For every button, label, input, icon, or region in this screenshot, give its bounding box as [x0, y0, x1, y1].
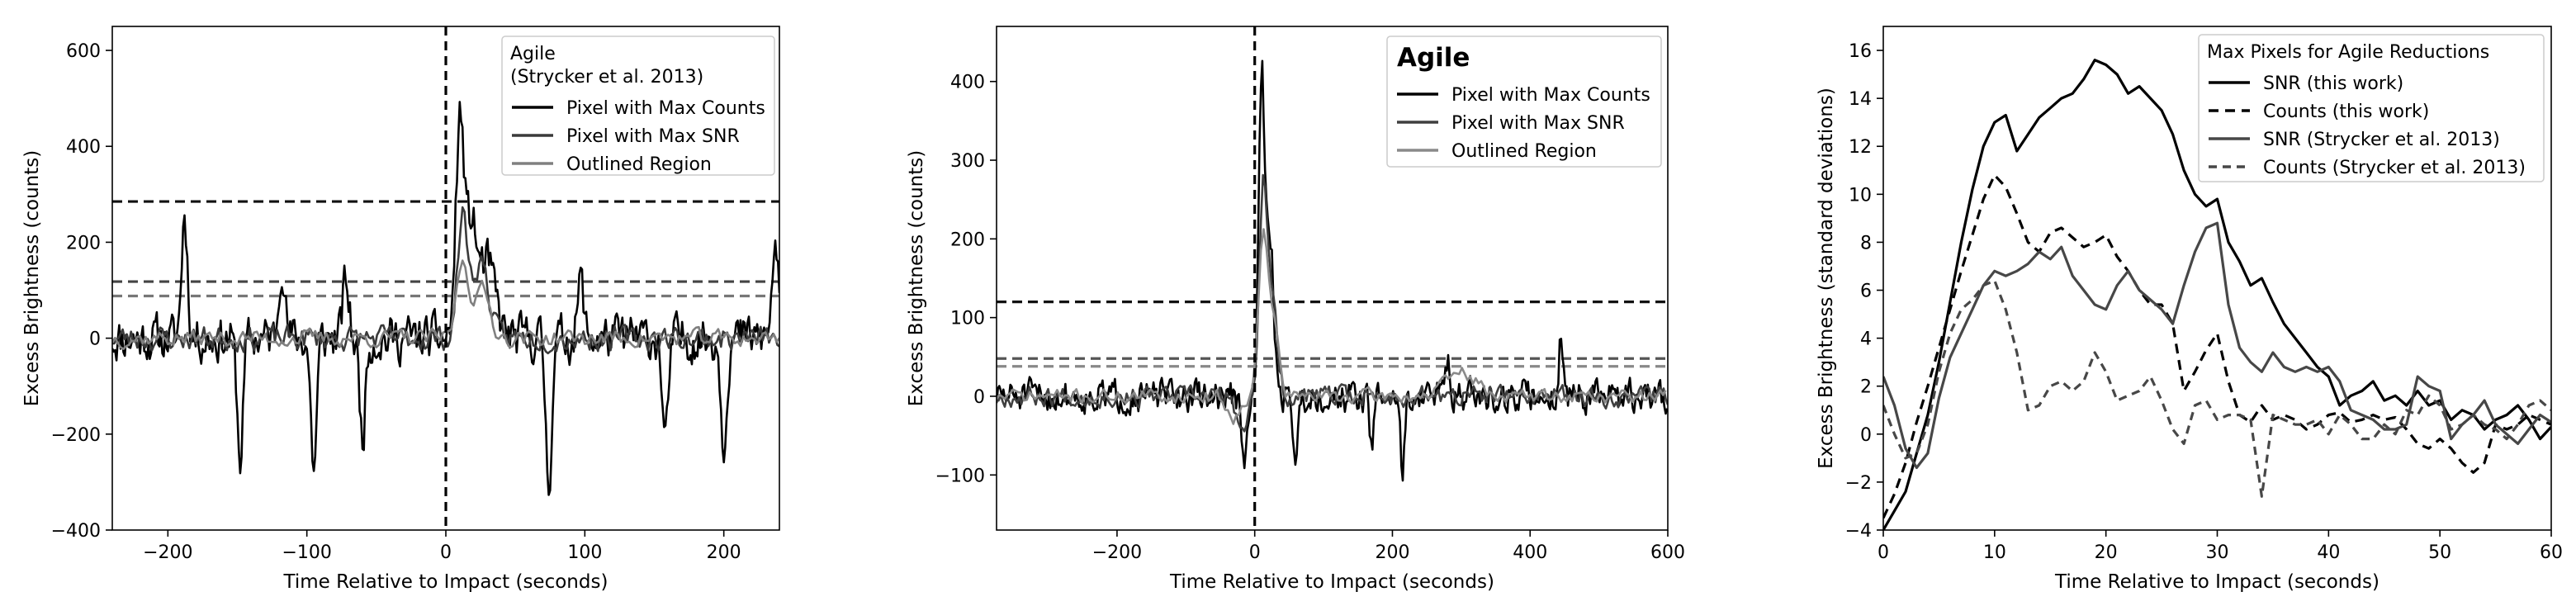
chart-agile-max-pixels-snr: 0 10 20 30 40 50 60 −4 −2 0 2 4 6 8 10 12 14 16 Time Relat… [1816, 26, 2563, 593]
legend-title: Agile [1397, 43, 1470, 73]
y-tick-label: 2 [1860, 377, 1872, 398]
y-axis-label: Excess Brightness (counts) [906, 150, 927, 406]
x-tick-label: 200 [707, 542, 741, 563]
chart-agile-counts: −200 0 200 400 600 −100 0 100 200 300 400 Time Rela… [906, 26, 1685, 593]
y-tick-label: −200 [51, 425, 101, 446]
x-tick-label: 60 [2540, 542, 2563, 563]
y-tick-label: 16 [1849, 41, 1872, 62]
x-tick-label: 100 [567, 542, 602, 563]
y-tick-label: 6 [1860, 282, 1872, 302]
y-tick-label: −100 [935, 466, 985, 486]
x-tick-label: −200 [143, 542, 192, 563]
legend: Max Pixels for Agile Reductions SNR (this… [2198, 34, 2545, 182]
series-line-0 [1883, 59, 2551, 530]
legend-entry: SNR (this work) [2263, 73, 2403, 94]
legend-entry: Pixel with Max SNR [566, 126, 740, 147]
legend-title: Max Pixels for Agile Reductions [2207, 42, 2489, 63]
x-axis-label: Time Relative to Impact (seconds) [1169, 571, 1494, 593]
plot-area [997, 26, 1668, 530]
y-tick-label: 8 [1860, 233, 1872, 253]
y-tick-label: −400 [51, 521, 101, 542]
y-tick-label: 0 [1860, 425, 1872, 446]
legend-entry: Pixel with Max SNR [1451, 113, 1625, 134]
x-axis-label: Time Relative to Impact (seconds) [2054, 571, 2379, 593]
legend-box [1386, 36, 1662, 168]
y-tick-label: 0 [89, 329, 101, 350]
series-line-1 [1883, 173, 2551, 519]
x-tick-label: −200 [1092, 542, 1142, 563]
x-tick-label: −100 [282, 542, 331, 563]
series-line-2 [997, 228, 1667, 425]
x-tick-label: 40 [2317, 542, 2340, 563]
legend-entry: Outlined Region [566, 154, 712, 175]
axes-frame [996, 26, 1669, 531]
legend-entry: Counts (this work) [2263, 102, 2429, 122]
x-tick-label: 200 [1375, 542, 1409, 563]
series-line-2 [1883, 221, 2551, 470]
series-line-3 [1883, 279, 2551, 498]
y-tick-label: 200 [950, 230, 985, 250]
legend-title: Agile (Strycker et al. 2013) [510, 44, 703, 88]
x-tick-label: 0 [1249, 542, 1261, 563]
y-tick-label: 10 [1849, 185, 1872, 206]
legend: Agile (Strycker et al. 2013) Pixel with Ma… [501, 36, 775, 176]
y-tick-label: 100 [950, 309, 985, 329]
legend-entry: Counts (Strycker et al. 2013) [2263, 158, 2526, 178]
plot-area [112, 26, 779, 530]
y-axis-label: Excess Brightness (counts) [21, 150, 43, 406]
y-axis-label: Excess Brightness (standard deviations) [1816, 88, 1837, 469]
x-tick-label: 30 [2206, 542, 2229, 563]
y-tick-label: 0 [973, 387, 985, 408]
x-axis-label: Time Relative to Impact (seconds) [283, 571, 608, 593]
legend: Agile Pixel with Max Counts Pixel with Max… [1386, 36, 1662, 168]
y-tick-label: 400 [950, 73, 985, 93]
y-tick-label: −4 [1845, 521, 1872, 542]
y-tick-label: 300 [950, 151, 985, 172]
legend-entry: Outlined Region [1451, 141, 1597, 162]
plot-area [1883, 59, 2551, 530]
y-tick-label: 4 [1860, 329, 1872, 350]
legend-entry: Pixel with Max Counts [1451, 85, 1650, 106]
y-tick-label: −2 [1845, 473, 1872, 494]
x-tick-label: 400 [1513, 542, 1547, 563]
y-tick-label: 200 [66, 233, 101, 253]
series-line-1 [997, 173, 1668, 433]
legend-entry: SNR (Strycker et al. 2013) [2263, 130, 2500, 150]
x-tick-label: 20 [2095, 542, 2118, 563]
chart-agile-strycker-counts: −200 −100 0 100 200 −400 −200 0 200 400 600 Time Re… [21, 26, 780, 593]
y-tick-label: 400 [66, 137, 101, 158]
x-tick-label: 0 [1878, 542, 1889, 563]
x-tick-label: 10 [1983, 542, 2006, 563]
legend-box [501, 36, 775, 176]
legend-box [2198, 34, 2545, 182]
legend-entry: Pixel with Max Counts [566, 98, 765, 119]
y-tick-label: 14 [1849, 89, 1872, 110]
y-tick-label: 600 [66, 41, 101, 62]
x-tick-label: 600 [1650, 542, 1685, 563]
x-tick-label: 0 [440, 542, 452, 563]
y-tick-label: 12 [1849, 137, 1872, 158]
x-tick-label: 50 [2428, 542, 2451, 563]
